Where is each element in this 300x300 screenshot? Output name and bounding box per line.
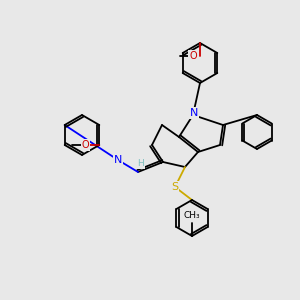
Text: CH₃: CH₃ <box>184 212 200 220</box>
Text: N: N <box>114 155 122 165</box>
Text: H: H <box>138 160 144 169</box>
Text: S: S <box>171 182 178 192</box>
Text: O: O <box>189 51 197 61</box>
Text: N: N <box>190 108 198 118</box>
Text: O: O <box>82 140 89 150</box>
